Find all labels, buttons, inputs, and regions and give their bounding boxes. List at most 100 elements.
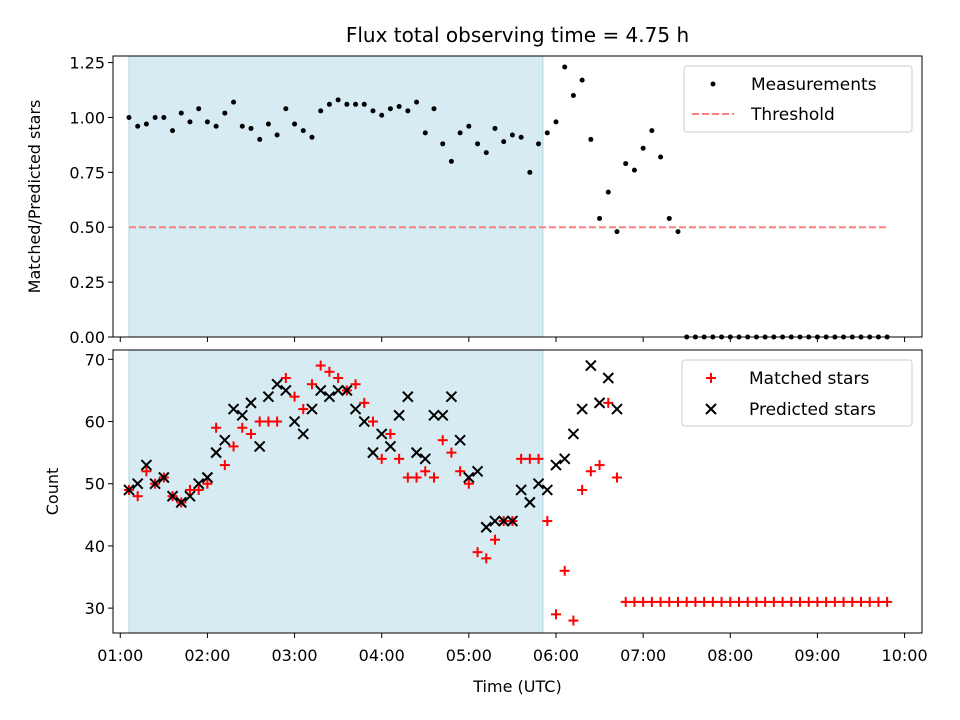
predicted-stars-point <box>323 390 336 403</box>
predicted-stars-point <box>131 478 144 490</box>
predicted-stars-point <box>158 471 170 484</box>
measurement-point <box>152 114 158 120</box>
matched-stars-point <box>367 416 378 427</box>
predicted-stars-point <box>410 446 423 459</box>
x-tick-label: 04:00 <box>359 646 405 665</box>
y-axis-label-top: Matched/Predicted stars <box>25 100 44 294</box>
plot-frame-top <box>112 55 923 338</box>
predicted-stars-point <box>480 521 492 533</box>
matched-stars-point <box>603 397 614 408</box>
measurement-point <box>440 141 446 147</box>
predicted-stars-point <box>436 409 449 422</box>
measurement-point <box>292 121 298 127</box>
predicted-stars-point <box>358 415 370 428</box>
predicted-stars-point <box>236 409 248 422</box>
measurement-point <box>562 64 568 70</box>
y-axis-label-bottom: Count <box>43 468 62 516</box>
predicted-stars-point <box>506 515 519 527</box>
y-tick-label: 0.00 <box>69 328 105 347</box>
matched-stars-point <box>577 484 588 495</box>
predicted-stars-point <box>280 384 292 397</box>
predicted-stars-point <box>184 490 196 502</box>
matched-stars-point <box>716 596 727 607</box>
x-tick-label: 03:00 <box>271 646 317 665</box>
measurement-point <box>597 215 603 221</box>
matched-stars-point <box>411 472 422 483</box>
matched-stars-point <box>611 472 622 483</box>
y-tick-label: 70 <box>85 350 105 369</box>
matched-stars-point <box>568 615 579 626</box>
matched-stars-point <box>681 596 692 607</box>
measurement-point <box>143 121 149 127</box>
matched-stars-point <box>821 596 832 607</box>
measurement-point <box>448 158 454 164</box>
matched-stars-point <box>472 547 483 558</box>
matched-stars-point <box>672 596 683 607</box>
matched-stars-point <box>245 428 256 439</box>
y-tick-label: 40 <box>85 537 105 556</box>
y-tick-label: 0.50 <box>69 218 105 237</box>
measurement-point <box>379 112 385 118</box>
predicted-stars-point <box>175 496 187 509</box>
measurement-point <box>387 106 393 112</box>
matched-stars-point <box>437 435 448 446</box>
predicted-stars-point <box>558 453 571 465</box>
matched-stars-point <box>760 596 771 607</box>
matched-stars-point <box>699 596 710 607</box>
measurement-point <box>649 128 655 134</box>
predicted-stars-point <box>271 378 283 390</box>
x-tick-label: 07:00 <box>620 646 666 665</box>
measurement-point <box>326 101 332 107</box>
measurement-point <box>518 134 524 140</box>
matched-stars-point <box>455 466 466 477</box>
measurement-point <box>475 141 481 147</box>
legend-matched-symbol <box>706 373 716 383</box>
matched-stars-point <box>786 596 797 607</box>
matched-stars-point <box>420 466 431 477</box>
matched-stars-point <box>742 596 753 607</box>
measurement-point <box>623 161 629 167</box>
matched-stars-point <box>289 391 300 402</box>
measurement-point <box>431 106 437 112</box>
matched-stars-point <box>646 596 657 607</box>
predicted-stars-point <box>149 478 161 490</box>
observing-span-top <box>128 55 544 338</box>
measurement-point <box>544 130 550 136</box>
measurement-point <box>222 110 228 116</box>
matched-stars-point <box>690 596 701 607</box>
measurement-point <box>605 189 611 195</box>
matched-stars-point <box>272 416 283 427</box>
chart-title: Flux total observing time = 4.75 h <box>346 23 689 47</box>
matched-stars-point <box>733 596 744 607</box>
predicted-stars-point <box>497 515 510 527</box>
measurement-point <box>483 150 489 156</box>
matched-stars-point <box>211 422 222 433</box>
predicted-stars-point <box>419 453 431 465</box>
measurement-point <box>213 123 219 129</box>
legend-bottom: Matched stars Predicted stars <box>681 359 913 427</box>
measurement-point <box>658 154 664 160</box>
matched-stars-point <box>481 553 492 564</box>
measurement-point <box>414 99 420 105</box>
measurement-point <box>239 123 245 129</box>
measurement-point <box>614 229 620 235</box>
legend-matched-marker <box>706 373 716 383</box>
measurement-point <box>501 139 507 145</box>
predicted-stars-point <box>428 409 440 422</box>
matched-stars-point <box>333 372 344 383</box>
measurement-point <box>204 119 210 125</box>
measurement-point <box>135 123 141 129</box>
matched-stars-point <box>394 453 405 464</box>
matched-stars-point <box>428 472 439 483</box>
matched-stars-point <box>812 596 823 607</box>
bottom-panel-counts: 30 40 50 60 70 01:00 02:00 03:00 04:00 05:00 06:0… <box>43 349 928 696</box>
measurement-point <box>170 128 176 134</box>
x-tick-label: 08:00 <box>707 646 753 665</box>
measurement-point <box>309 134 315 140</box>
measurement-point <box>248 125 254 131</box>
predicted-stars-point <box>454 434 466 446</box>
predicted-stars-point <box>611 403 623 415</box>
predicted-stars-point <box>262 390 275 403</box>
matched-stars-point <box>280 372 291 383</box>
